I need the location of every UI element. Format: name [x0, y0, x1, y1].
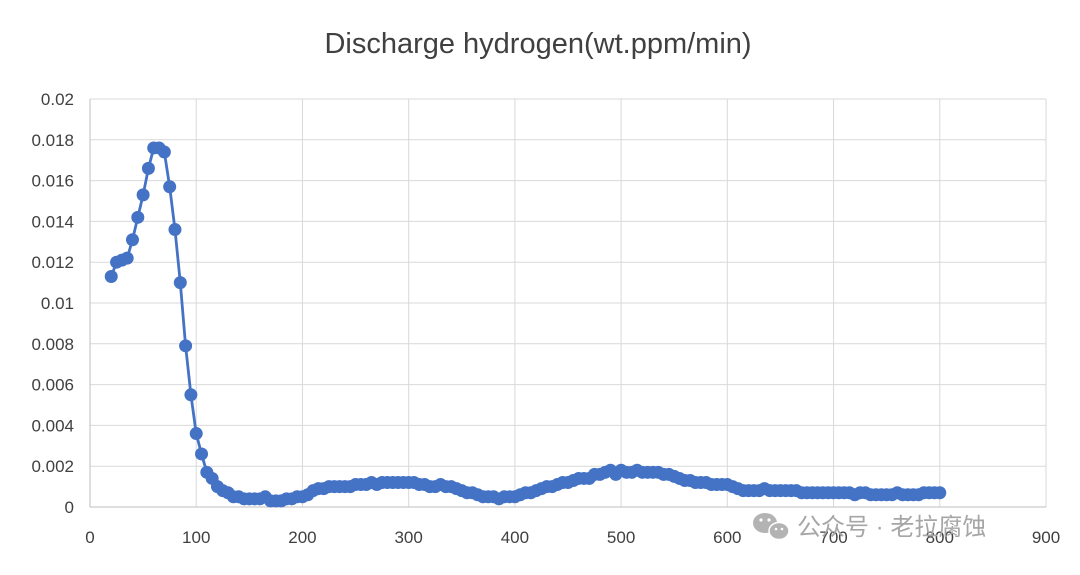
y-tick-label: 0.006: [31, 376, 74, 395]
chart-title: Discharge hydrogen(wt.ppm/min): [324, 28, 751, 60]
x-tick-label: 0: [85, 528, 94, 547]
y-tick-label: 0: [65, 498, 74, 517]
y-tick-label: 0.014: [31, 212, 74, 231]
y-tick-label: 0.02: [41, 90, 74, 109]
x-tick-label: 900: [1032, 528, 1060, 547]
data-point: [157, 145, 171, 159]
data-point: [184, 388, 198, 402]
x-tick-label: 800: [926, 528, 954, 547]
data-point: [933, 486, 947, 500]
x-tick-label: 200: [288, 528, 316, 547]
y-tick-label: 0.002: [31, 457, 74, 476]
y-tick-label: 0.012: [31, 253, 74, 272]
data-point: [136, 188, 150, 202]
data-point: [195, 447, 209, 461]
y-tick-label: 0.01: [41, 294, 74, 313]
x-axis-tick-labels: 0 100 200 300 400 500 600 700 800 900: [85, 528, 1060, 547]
watermark: 公众号 · 老拉腐蚀: [753, 513, 986, 541]
y-tick-label: 0.016: [31, 172, 74, 191]
data-point: [104, 269, 118, 283]
watermark-text: 公众号 · 老拉腐蚀: [797, 514, 986, 541]
data-point: [125, 233, 139, 247]
data-point: [163, 180, 177, 194]
x-tick-label: 400: [501, 528, 529, 547]
data-point: [189, 427, 203, 441]
data-point: [141, 161, 155, 175]
data-point: [168, 223, 182, 237]
x-tick-label: 100: [182, 528, 210, 547]
data-point: [120, 251, 134, 265]
data-series: [104, 141, 947, 508]
wechat-icon: [753, 513, 790, 541]
x-tick-label: 500: [607, 528, 635, 547]
y-tick-label: 0.008: [31, 335, 74, 354]
x-tick-label: 300: [394, 528, 422, 547]
data-point: [131, 210, 145, 224]
y-tick-label: 0.004: [31, 416, 74, 435]
y-axis-tick-labels: 0 0.002 0.004 0.006 0.008 0.01 0.012 0.014 0.016…: [31, 90, 74, 517]
axes: [89, 99, 1046, 508]
data-point: [179, 339, 193, 353]
data-point: [173, 276, 187, 290]
x-tick-label: 600: [713, 528, 741, 547]
x-tick-label: 700: [819, 528, 847, 547]
y-tick-label: 0.018: [31, 131, 74, 150]
